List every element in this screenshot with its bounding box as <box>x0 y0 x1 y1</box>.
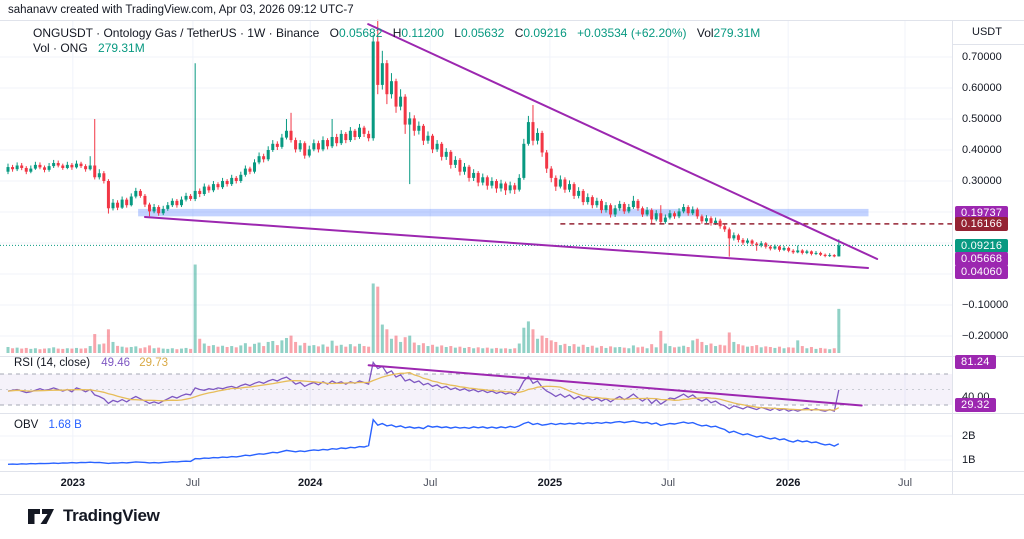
low-label: L <box>454 26 461 40</box>
price-badge: 0.09216 <box>955 239 1009 253</box>
rsi-badge: 29.32 <box>955 398 996 412</box>
rsi-badge: 81.24 <box>955 355 996 369</box>
low-value: 0.05632 <box>460 26 505 40</box>
close-value: 0.09216 <box>523 26 567 40</box>
time-axis-label: 2023 <box>60 477 86 489</box>
time-axis-label: 2025 <box>537 477 563 489</box>
price-badge: 0.04060 <box>955 265 1009 279</box>
price-badge: 0.19737 <box>955 206 1009 220</box>
price-badge: 0.16166 <box>955 217 1009 231</box>
support-zone-band[interactable] <box>138 208 869 217</box>
tradingview-logo[interactable]: TradingView <box>28 506 160 526</box>
symbol-legend: ONGUSDT · Ontology Gas / TetherUS · 1W ·… <box>33 26 760 40</box>
separators <box>0 20 1024 495</box>
volume-bars <box>6 264 841 353</box>
high-value: 0.11200 <box>401 26 444 40</box>
price-axis-label: 0.70000 <box>962 51 1002 63</box>
currency-button[interactable]: USDT <box>972 26 1002 38</box>
price-badge: 0.05668 <box>955 252 1009 266</box>
time-axis-label: Jul <box>423 477 438 489</box>
volume-value: 279.31M <box>713 26 761 40</box>
obv-indicator-title[interactable]: OBV <box>14 419 39 431</box>
price-axis-label: 0.50000 <box>962 113 1002 125</box>
time-axis-label: Jul <box>185 477 200 489</box>
time-axis-label: 2024 <box>297 477 323 489</box>
obv-legend: OBV 1.68 B <box>14 419 82 431</box>
time-axis-label: Jul <box>897 477 913 489</box>
change-value: +0.03534 (+62.20%) <box>577 26 687 40</box>
obv-line <box>7 418 840 466</box>
rsi-line <box>7 360 840 413</box>
close-label: C <box>514 26 524 40</box>
open-value: 0.05682 <box>339 26 383 40</box>
trendlines[interactable] <box>143 23 879 269</box>
high-label: H <box>392 26 402 40</box>
rsi-indicator-title[interactable]: RSI (14, close) <box>14 357 91 369</box>
time-axis-label: 2026 <box>775 477 801 489</box>
obv-axis-label: 1B <box>962 454 976 466</box>
price-axis-label: 0.40000 <box>962 144 1002 156</box>
rsi-value: 49.46 <box>101 357 131 369</box>
volume-legend: Vol · ONG 279.31M <box>33 41 145 55</box>
tradingview-logo-text: TradingView <box>63 506 160 525</box>
price-axis-label: −0.10000 <box>962 299 1009 311</box>
obv-value: 1.68 B <box>48 419 82 431</box>
price-axis-label: −0.20000 <box>962 330 1009 342</box>
price-axis-label: 0.30000 <box>962 175 1002 187</box>
rsi-ma-line <box>7 371 840 411</box>
tradingview-logo-icon <box>28 508 54 524</box>
time-axis-label: Jul <box>661 477 676 489</box>
open-label: O <box>329 26 340 40</box>
rsi-pane <box>0 360 952 413</box>
attribution-text: sahanavv created with TradingView.com, A… <box>8 4 354 16</box>
volume-indicator-value: 279.31M <box>98 41 145 55</box>
price-axis-label: 0.60000 <box>962 82 1002 94</box>
candles <box>6 19 841 258</box>
rsi-legend: RSI (14, close) 49.46 29.73 <box>14 357 168 369</box>
volume-label: Vol <box>696 26 714 40</box>
rsi-trendline[interactable] <box>367 364 863 407</box>
obv-axis-label: 2B <box>962 430 976 442</box>
symbol-title[interactable]: ONGUSDT · Ontology Gas / TetherUS · 1W ·… <box>33 26 320 40</box>
volume-indicator-title[interactable]: Vol · ONG <box>33 41 88 55</box>
rsi-ma-value: 29.73 <box>139 357 169 369</box>
